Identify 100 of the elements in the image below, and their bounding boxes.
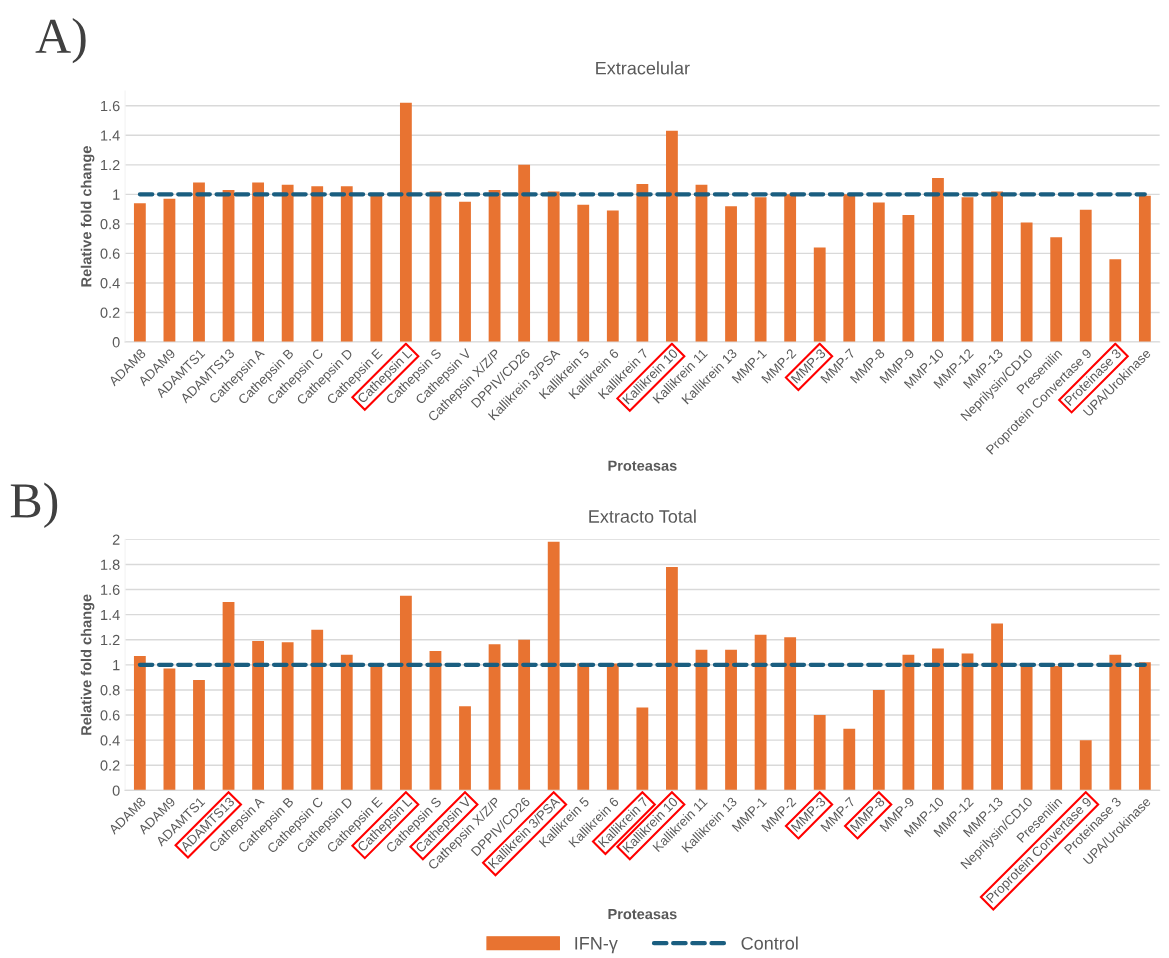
bar [843, 194, 856, 343]
bar [577, 204, 590, 343]
bar [399, 595, 412, 791]
bar [1079, 209, 1092, 343]
bar [872, 689, 885, 791]
y-tick-label: 0 [112, 785, 120, 796]
y-tick-label: 1.8 [101, 559, 120, 570]
bar [754, 197, 767, 343]
bar [902, 654, 915, 791]
bar [340, 186, 353, 343]
bar [843, 728, 856, 791]
bar [133, 656, 146, 791]
bar [872, 202, 885, 343]
y-tick-label: 1.2 [101, 159, 120, 171]
bar [193, 679, 205, 791]
bar [429, 191, 442, 343]
y-tick-label: 2 [112, 534, 120, 545]
bar [252, 182, 265, 343]
y-tick-label: 0.2 [100, 307, 120, 318]
bar [606, 210, 619, 343]
bar [222, 189, 235, 343]
bar [163, 198, 176, 343]
bar [606, 663, 619, 791]
y-tick-label: 0.4 [100, 278, 120, 289]
y-tick-label: 0.4 [100, 735, 120, 746]
bar [813, 247, 826, 343]
bar [163, 668, 176, 791]
bar [281, 642, 294, 791]
chart-title: Extracelular [596, 61, 690, 75]
legend-label: IFN-γ [575, 937, 618, 954]
chart-title: Extracto Total [589, 509, 696, 523]
bar [193, 182, 205, 343]
bar [547, 541, 560, 791]
y-tick-label: 0.6 [100, 710, 120, 721]
bar [370, 194, 383, 343]
bar [666, 130, 678, 343]
bar [813, 715, 826, 791]
bar [1020, 666, 1033, 791]
bar [932, 648, 944, 791]
bar [725, 649, 737, 791]
bar [1079, 740, 1092, 791]
bar [961, 653, 974, 791]
text: A) [35, 17, 86, 64]
bar [133, 203, 146, 343]
bar [370, 664, 383, 791]
bar [311, 186, 324, 343]
y-tick-label: 0.2 [100, 760, 120, 771]
legend-label: Control [741, 936, 798, 950]
bar [311, 629, 324, 791]
text: B) [10, 482, 58, 528]
bar [459, 201, 471, 343]
y-tick-label: 1.6 [101, 100, 120, 112]
bar [399, 102, 412, 343]
bar [932, 178, 944, 343]
bar [636, 707, 649, 791]
bar [547, 191, 560, 343]
y-tick-label: 1.4 [101, 130, 120, 141]
bar [991, 191, 1003, 343]
y-tick-label: 1 [113, 189, 120, 200]
bar [725, 206, 737, 343]
y-tick-label: 0.6 [100, 248, 120, 259]
y-tick-label: 1.4 [101, 609, 120, 620]
y-tick-label: 1 [113, 660, 120, 671]
bar [1050, 666, 1063, 791]
bar [340, 654, 353, 791]
bar [222, 602, 235, 791]
y-tick-label: 0 [112, 337, 120, 348]
bar [518, 639, 531, 791]
bar [902, 215, 915, 343]
bar [695, 649, 708, 791]
bar [961, 197, 974, 343]
x-axis-title: Proteasas [608, 909, 677, 920]
bar [1109, 654, 1122, 791]
y-tick-label: 1.6 [101, 584, 120, 595]
bar [1020, 222, 1033, 343]
bar [459, 706, 471, 791]
x-axis-title: Proteasas [608, 460, 677, 471]
bar [784, 637, 797, 791]
bar [1050, 237, 1063, 343]
bar [666, 566, 678, 791]
y-tick-label: 0.8 [100, 685, 120, 696]
bar [252, 641, 265, 791]
bar [429, 651, 442, 791]
bar [518, 164, 531, 343]
bar [488, 644, 501, 791]
bar [754, 634, 767, 791]
bar [636, 184, 649, 343]
y-axis-title: Relative fold change [80, 594, 95, 735]
y-tick-label: 1.2 [101, 634, 120, 646]
bar [281, 184, 294, 343]
bar [577, 663, 590, 791]
bar [991, 623, 1003, 791]
bar [784, 194, 797, 343]
bar [1138, 195, 1151, 343]
bar [1109, 259, 1122, 343]
y-tick-label: 0.8 [100, 218, 120, 230]
bar [488, 189, 501, 343]
bar [695, 184, 708, 343]
y-axis-title: Relative fold change [80, 146, 95, 287]
bar [1138, 662, 1151, 791]
